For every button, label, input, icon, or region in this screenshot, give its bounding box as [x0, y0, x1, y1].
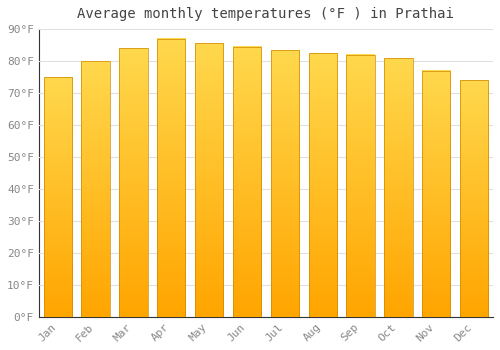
Bar [308, 53, 337, 317]
Bar [422, 71, 450, 317]
Bar [233, 47, 261, 317]
Bar [119, 48, 148, 317]
Bar [157, 38, 186, 317]
Bar [346, 55, 375, 317]
Bar [195, 43, 224, 317]
Bar [460, 80, 488, 317]
Bar [44, 77, 72, 317]
Bar [82, 61, 110, 317]
Bar [384, 58, 412, 317]
Title: Average monthly temperatures (°F ) in Prathai: Average monthly temperatures (°F ) in Pr… [78, 7, 454, 21]
Bar [270, 50, 299, 317]
